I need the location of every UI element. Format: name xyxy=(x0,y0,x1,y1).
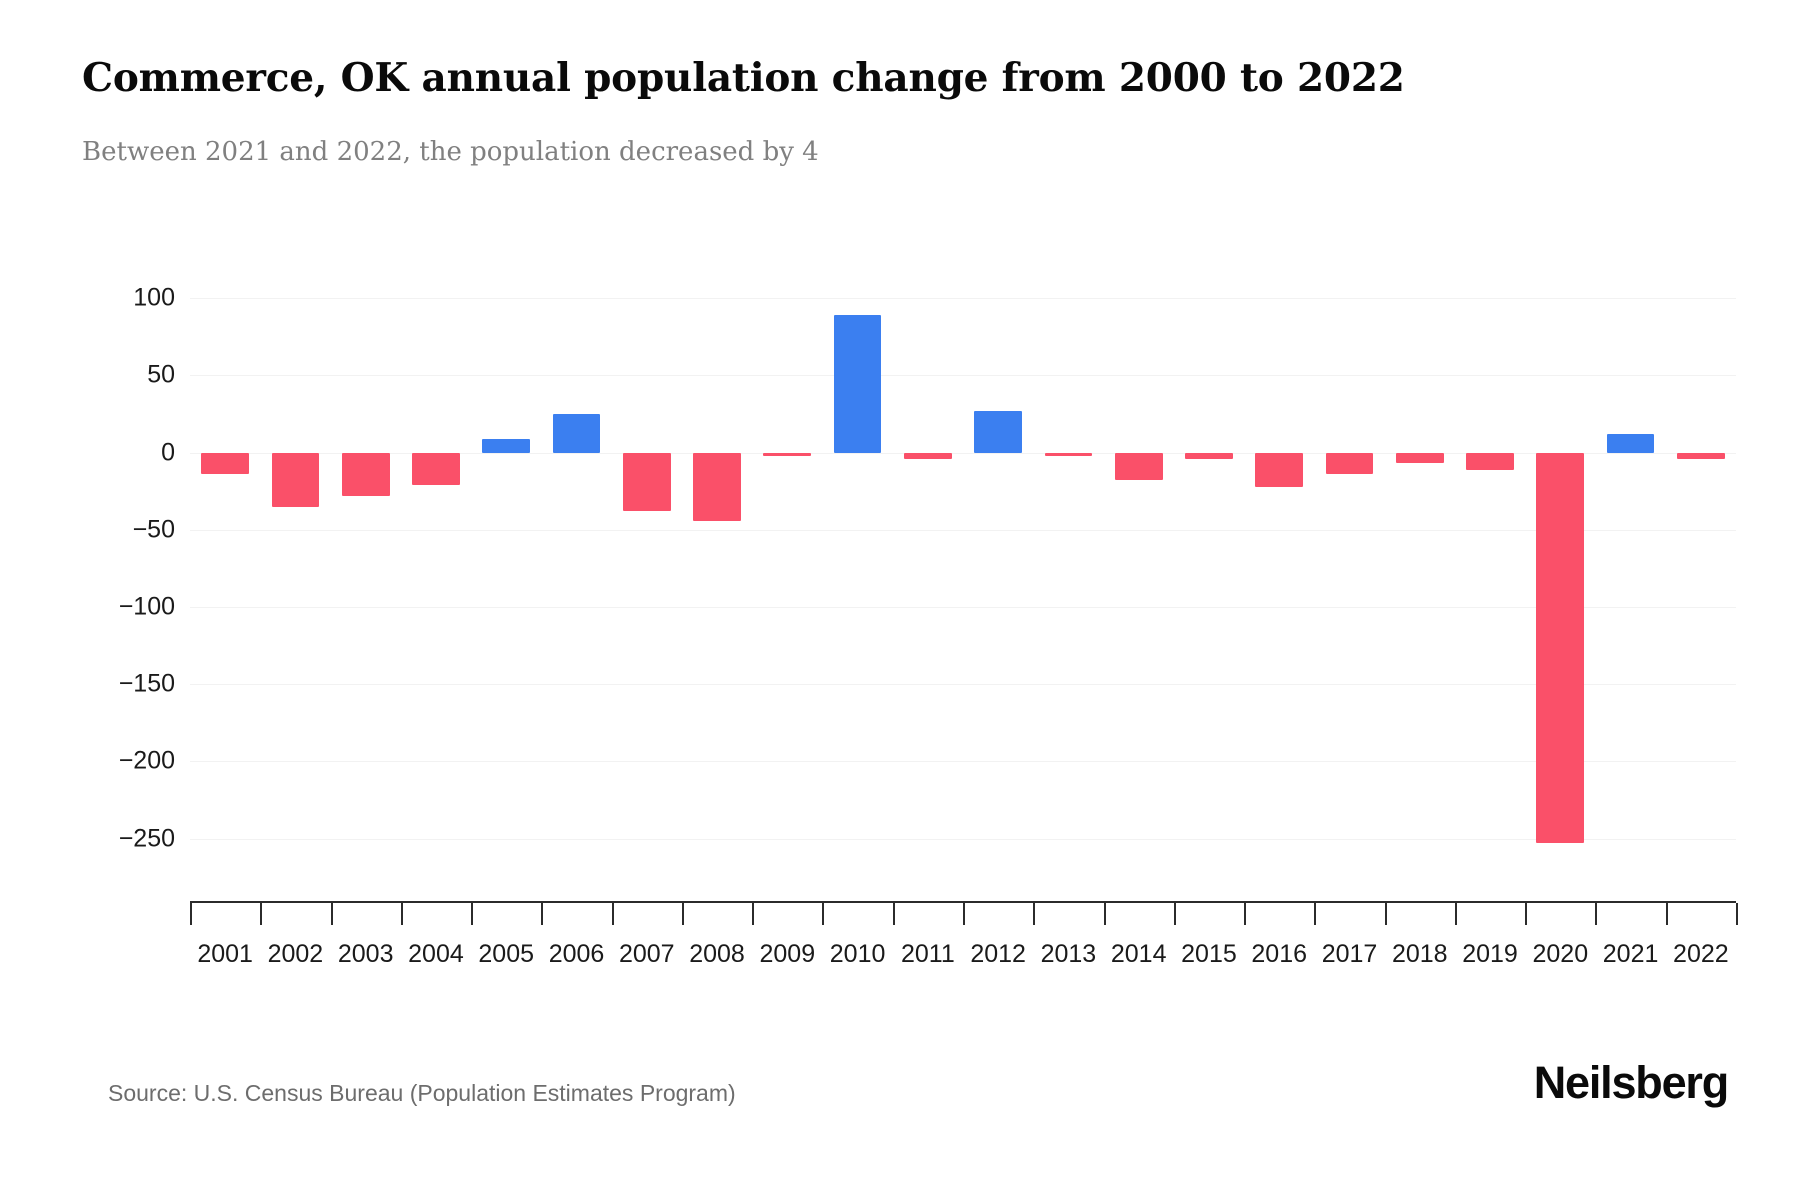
bar-2015[interactable] xyxy=(1185,452,1233,459)
x-tick-mark xyxy=(471,903,474,925)
x-tick-label-2012: 2012 xyxy=(970,940,1026,968)
x-tick-mark xyxy=(822,903,825,925)
bar-2019[interactable] xyxy=(1466,452,1514,470)
bar-2005[interactable] xyxy=(482,438,531,453)
gridline-100 xyxy=(190,298,1736,300)
bar-2002[interactable] xyxy=(271,452,320,507)
bar-2018[interactable] xyxy=(1395,452,1444,464)
y-tick-label: −150 xyxy=(118,669,175,698)
bar-2010[interactable] xyxy=(833,315,882,453)
bar-2013[interactable] xyxy=(1044,452,1093,456)
x-tick-label-2010: 2010 xyxy=(829,940,886,968)
y-tick-label: 50 xyxy=(147,360,175,389)
x-tick-label-2004: 2004 xyxy=(408,940,464,968)
bar-2014[interactable] xyxy=(1114,452,1163,481)
x-tick-mark xyxy=(1525,903,1528,925)
x-tick-label-2015: 2015 xyxy=(1181,940,1237,968)
x-tick-mark xyxy=(1314,903,1317,925)
x-tick-mark xyxy=(260,903,263,925)
x-tick-mark xyxy=(1103,903,1106,925)
x-tick-label-2020: 2020 xyxy=(1532,940,1589,968)
bar-2009[interactable] xyxy=(763,452,812,456)
x-tick-label-2007: 2007 xyxy=(618,940,675,968)
x-tick-label-2021: 2021 xyxy=(1602,940,1659,968)
x-tick-mark xyxy=(752,903,755,925)
x-tick-mark xyxy=(892,903,895,925)
y-tick-label: 0 xyxy=(161,438,175,467)
x-tick-label-2019: 2019 xyxy=(1462,940,1518,968)
gridline-0 xyxy=(190,452,1736,454)
bar-2022[interactable] xyxy=(1676,452,1725,459)
gridline--150 xyxy=(190,684,1736,686)
x-tick-label-2009: 2009 xyxy=(759,940,816,968)
page-title: Commerce, OK annual population change fr… xyxy=(82,55,1405,101)
x-tick-label-2011: 2011 xyxy=(900,940,955,968)
x-tick-label-2022: 2022 xyxy=(1673,940,1729,968)
x-tick-mark xyxy=(1454,903,1457,925)
bar-2006[interactable] xyxy=(552,413,601,453)
bar-series xyxy=(190,275,1736,885)
x-tick-mark xyxy=(400,903,403,925)
x-tick-label-2003: 2003 xyxy=(337,940,394,968)
y-tick-label: 100 xyxy=(133,283,175,312)
bar-2017[interactable] xyxy=(1325,452,1374,475)
bar-2016[interactable] xyxy=(1255,452,1304,487)
bar-2008[interactable] xyxy=(693,452,741,521)
y-tick-label: −200 xyxy=(118,746,175,775)
bar-2012[interactable] xyxy=(974,410,1023,453)
x-tick-mark xyxy=(330,903,333,925)
x-tick-mark xyxy=(1595,903,1598,925)
brand-logo: Neilsberg xyxy=(1533,1057,1729,1108)
x-tick-mark xyxy=(1173,903,1176,925)
bar-2001[interactable] xyxy=(201,452,250,475)
gridline--250 xyxy=(190,838,1736,840)
x-tick-label-2001: 2001 xyxy=(197,940,253,968)
gridline--100 xyxy=(190,607,1736,609)
bar-2011[interactable] xyxy=(903,452,952,459)
x-tick-mark xyxy=(681,903,684,925)
bar-2003[interactable] xyxy=(341,452,390,496)
x-tick-mark xyxy=(1244,903,1247,925)
bar-plot xyxy=(190,275,1736,885)
source-note: Source: U.S. Census Bureau (Population E… xyxy=(108,1080,736,1106)
bar-2007[interactable] xyxy=(622,452,671,512)
gridline-50 xyxy=(190,375,1736,377)
bar-2020[interactable] xyxy=(1536,452,1585,844)
gridline--50 xyxy=(190,529,1736,531)
x-tick-label-2005: 2005 xyxy=(478,940,535,968)
x-tick-label-2014: 2014 xyxy=(1110,940,1167,968)
x-tick-label-2006: 2006 xyxy=(548,940,605,968)
x-tick-mark xyxy=(1665,903,1668,925)
y-tick-label: −100 xyxy=(118,592,175,621)
x-tick-label-2002: 2002 xyxy=(267,940,324,968)
x-tick-mark xyxy=(1384,903,1387,925)
x-tick-label-2013: 2013 xyxy=(1040,940,1097,968)
bar-2021[interactable] xyxy=(1606,434,1655,453)
x-tick-mark xyxy=(541,903,544,925)
x-tick-label-2008: 2008 xyxy=(689,940,745,968)
y-tick-label: −50 xyxy=(132,515,175,544)
x-tick-mark xyxy=(611,903,614,925)
page-subtitle: Between 2021 and 2022, the population de… xyxy=(82,137,819,167)
x-tick-mark xyxy=(963,903,965,925)
x-axis-line xyxy=(190,901,1736,903)
x-tick-label-2017: 2017 xyxy=(1321,940,1378,968)
x-tick-label-2018: 2018 xyxy=(1391,940,1448,968)
bar-2004[interactable] xyxy=(412,452,460,486)
gridline--200 xyxy=(190,761,1736,763)
x-tick-mark xyxy=(1033,903,1036,925)
y-tick-label: −250 xyxy=(118,824,175,853)
x-tick-mark xyxy=(190,903,192,925)
x-tick-mark xyxy=(1736,903,1738,925)
x-tick-label-2016: 2016 xyxy=(1251,940,1308,968)
